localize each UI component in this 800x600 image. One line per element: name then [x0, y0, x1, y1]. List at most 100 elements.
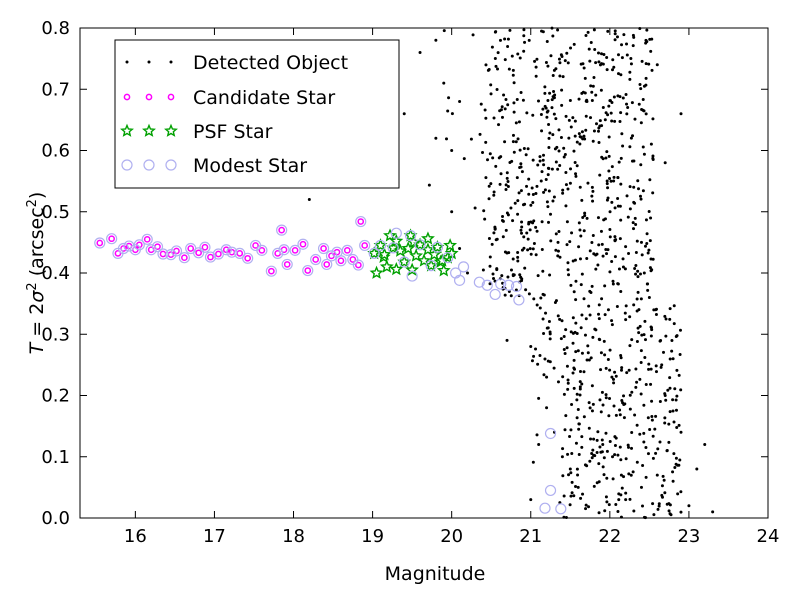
y-tick-label: 0.7: [41, 79, 70, 100]
detected-object-point: [561, 191, 565, 195]
detected-object-point: [605, 449, 609, 453]
detected-object-point: [636, 179, 640, 183]
detected-object-point: [524, 153, 528, 157]
detected-object-point: [511, 219, 515, 223]
detected-object-point: [539, 112, 543, 116]
modest-star-point: [272, 247, 284, 259]
detected-object-point: [580, 351, 584, 355]
detected-object-point: [670, 349, 674, 353]
detected-object-point: [560, 455, 564, 459]
detected-object-point: [606, 248, 610, 252]
detected-object-point: [663, 161, 667, 165]
detected-object-point: [542, 153, 546, 157]
detected-object-point: [617, 498, 621, 502]
candidate-star-point: [96, 239, 104, 247]
detected-object-point: [577, 132, 581, 136]
detected-object-point: [637, 331, 641, 335]
modest-star-point: [297, 238, 309, 250]
detected-object-point: [607, 503, 611, 507]
legend: Detected Object Candidate Star PSF Star …: [114, 39, 400, 189]
detected-object-point: [536, 99, 540, 103]
detected-object-point: [497, 156, 501, 160]
detected-object-point: [591, 233, 595, 237]
detected-object-point: [621, 144, 625, 148]
detected-object-point: [554, 117, 558, 121]
detected-object-point: [512, 101, 516, 105]
detected-object-point: [569, 330, 573, 334]
detected-object-point: [607, 104, 611, 108]
detected-object-point: [487, 67, 491, 71]
detected-object-point: [544, 311, 548, 315]
detected-object-point: [566, 381, 570, 385]
detected-object-point: [597, 141, 601, 145]
detected-object-point: [650, 68, 654, 72]
modest-star-point: [513, 294, 525, 306]
psf-star-point: [379, 259, 394, 273]
axis-ticks: 16 17 18 19 20 21 22 23 24 0.0 0.1 0.2 0.3 0.4 0.5 0.6 0…: [41, 18, 779, 547]
psf-star-point: [435, 253, 450, 267]
detected-object-point: [657, 504, 661, 508]
detected-object-point: [489, 92, 493, 96]
detected-object-point: [511, 257, 515, 261]
detected-object-point: [560, 319, 564, 323]
detected-object-point: [624, 304, 628, 308]
detected-object-point: [566, 268, 570, 272]
detected-object-point: [572, 358, 576, 362]
detected-object-point: [628, 77, 632, 81]
detected-object-point: [486, 158, 490, 162]
detected-object-point: [589, 116, 593, 120]
detected-object-point: [565, 364, 569, 368]
modest-star-point: [278, 244, 290, 256]
detected-object-point: [573, 119, 577, 123]
detected-object-point: [587, 505, 591, 509]
detected-object-point: [536, 163, 540, 167]
detected-object-point: [578, 393, 582, 397]
detected-object-point: [557, 149, 561, 153]
modest-star-point: [145, 244, 157, 256]
detected-object-point: [566, 187, 570, 191]
legend-symbol: [165, 159, 177, 171]
detected-object-point: [592, 28, 596, 32]
detected-object-point: [632, 227, 636, 231]
detected-object-point: [631, 221, 635, 225]
detected-object-point: [488, 282, 492, 286]
modest-star-point: [387, 242, 399, 254]
detected-object-point: [639, 360, 643, 364]
detected-object-point: [651, 156, 655, 160]
detected-object-point: [534, 74, 538, 78]
detected-object-point: [639, 297, 643, 301]
detected-object-point: [547, 146, 551, 150]
detected-object-point: [444, 137, 448, 141]
detected-object-point: [578, 228, 582, 232]
detected-object-point: [623, 267, 627, 271]
detected-object-point: [511, 68, 515, 72]
detected-object-point: [583, 211, 587, 215]
detected-object-point: [634, 264, 638, 268]
detected-object-point: [628, 185, 632, 189]
detected-object-point: [649, 257, 653, 261]
detected-object-point: [450, 112, 454, 116]
psf-star-point: [393, 243, 408, 257]
detected-object-point: [644, 62, 648, 66]
y-axis-label-sigma: σ: [26, 290, 48, 303]
detected-object-point: [568, 467, 572, 471]
detected-object-point: [632, 509, 636, 513]
detected-object-point: [642, 440, 646, 444]
detected-object-point: [634, 251, 638, 255]
detected-object-point: [532, 297, 536, 301]
detected-object-point: [584, 317, 588, 321]
detected-object-point: [572, 149, 576, 153]
psf-star-point: [383, 228, 397, 242]
detected-object-point: [613, 453, 617, 457]
detected-object-point: [663, 416, 667, 420]
detected-object-point: [442, 81, 446, 85]
detected-object-point: [551, 73, 555, 77]
detected-object-point: [651, 154, 655, 158]
detected-object-point: [529, 498, 533, 502]
detected-object-point: [600, 438, 604, 442]
detected-object-point: [603, 118, 607, 122]
modest-star-point: [141, 233, 153, 245]
detected-object-point: [636, 275, 640, 279]
detected-object-point: [564, 328, 568, 332]
detected-object-point: [547, 189, 551, 193]
